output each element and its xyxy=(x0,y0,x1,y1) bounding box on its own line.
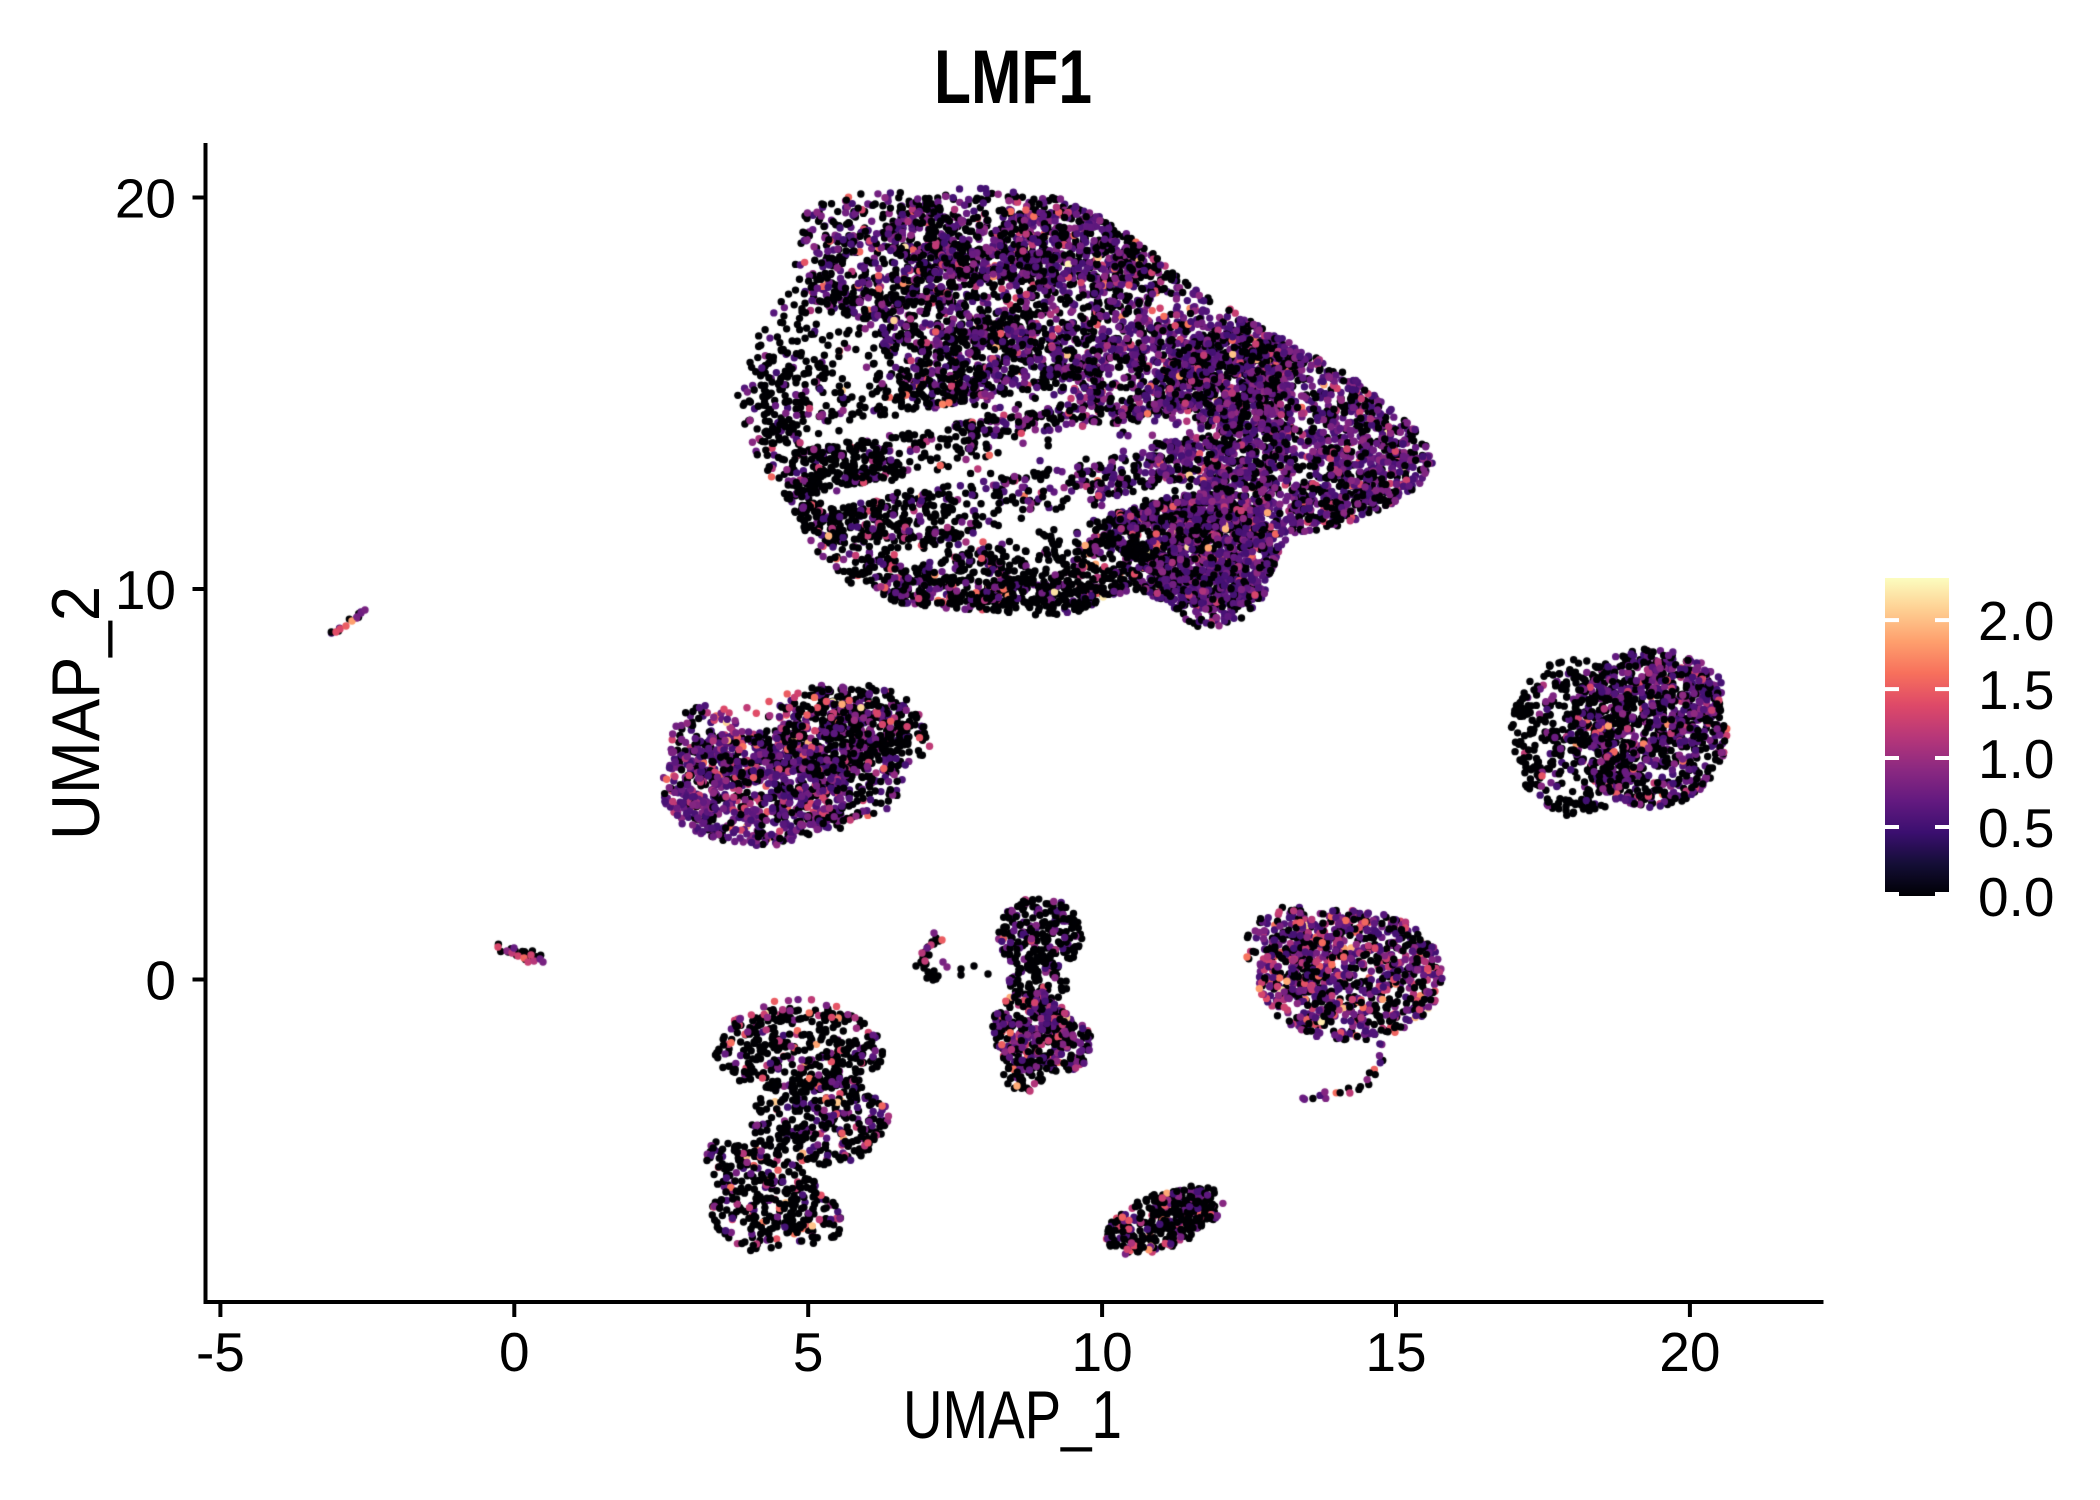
svg-text:0.5: 0.5 xyxy=(1978,797,2054,859)
svg-text:UMAP_1: UMAP_1 xyxy=(903,1377,1122,1453)
svg-text:5: 5 xyxy=(793,1321,824,1383)
svg-text:20: 20 xyxy=(1659,1321,1720,1383)
svg-text:20: 20 xyxy=(115,168,176,230)
svg-text:LMF1: LMF1 xyxy=(934,35,1092,120)
svg-text:1.5: 1.5 xyxy=(1978,659,2054,721)
svg-text:1.0: 1.0 xyxy=(1978,728,2054,790)
svg-text:-5: -5 xyxy=(196,1321,245,1383)
svg-text:0: 0 xyxy=(499,1321,530,1383)
svg-text:15: 15 xyxy=(1365,1321,1426,1383)
svg-text:2.0: 2.0 xyxy=(1978,590,2054,652)
svg-text:UMAP_2: UMAP_2 xyxy=(38,586,114,840)
svg-text:0.0: 0.0 xyxy=(1978,866,2054,928)
svg-text:10: 10 xyxy=(115,559,176,621)
svg-text:10: 10 xyxy=(1072,1321,1133,1383)
svg-text:0: 0 xyxy=(145,950,176,1012)
